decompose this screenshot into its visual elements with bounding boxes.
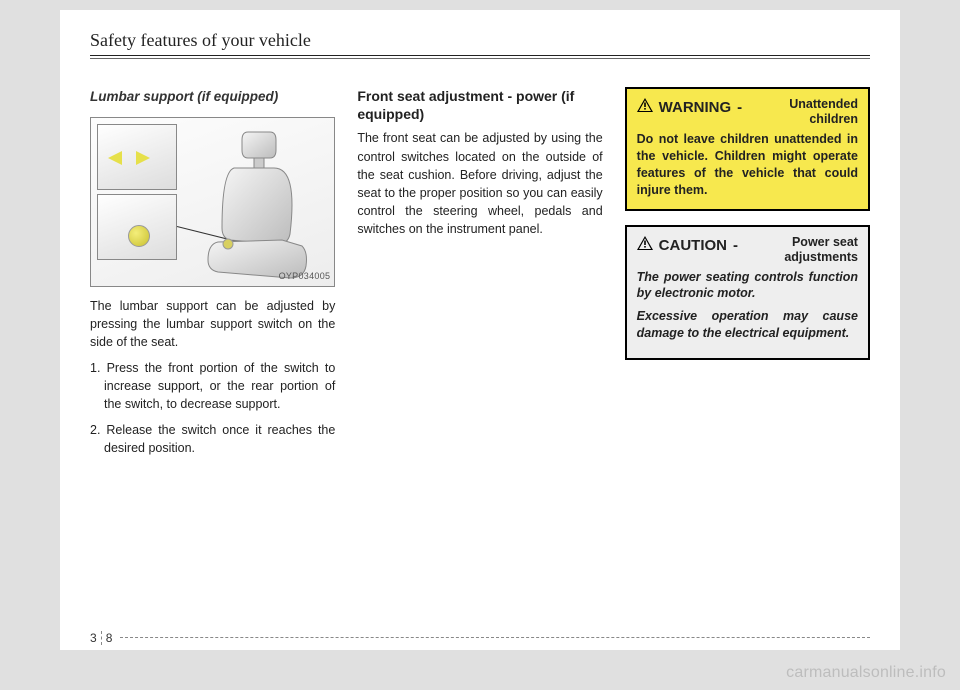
- seat-illustration: [188, 124, 328, 282]
- footer-section: 3: [90, 631, 97, 645]
- footer-page: 8: [106, 631, 113, 645]
- figure-inset-bottom: [97, 194, 177, 260]
- column-2: Front seat adjustment - power (if equipp…: [357, 87, 602, 466]
- caution-body-1: The power seating controls function by e…: [637, 269, 858, 303]
- warning-title: WARNING - Unattended children: [637, 97, 858, 127]
- footer-rule: [120, 637, 870, 638]
- warning-body: Do not leave children unattended in the …: [637, 131, 858, 199]
- lumbar-steps: 1. Press the front portion of the switch…: [90, 359, 335, 458]
- content-columns: Lumbar support (if equipped): [90, 87, 870, 466]
- arrow-left-icon: [108, 151, 122, 165]
- lumbar-knob-icon: [128, 225, 150, 247]
- arrow-right-icon: [136, 151, 150, 165]
- warning-dash: -: [737, 97, 742, 119]
- power-seat-para: The front seat can be adjusted by using …: [357, 129, 602, 238]
- warning-subtitle: Unattended children: [748, 97, 858, 127]
- caution-title: CAUTION - Power seat adjustments: [637, 235, 858, 265]
- caution-dash: -: [733, 235, 738, 257]
- figure-inset-top: [97, 124, 177, 190]
- warning-label: WARNING: [659, 97, 732, 119]
- caution-body-2: Excessive operation may cause damage to …: [637, 308, 858, 342]
- column-1: Lumbar support (if equipped): [90, 87, 335, 466]
- caution-label: CAUTION: [659, 235, 727, 257]
- page-header: Safety features of your vehicle: [90, 30, 870, 56]
- lumbar-step-1: 1. Press the front portion of the switch…: [90, 359, 335, 413]
- header-rule: [90, 58, 870, 59]
- caution-box: CAUTION - Power seat adjustments The pow…: [625, 225, 870, 361]
- footer-separator: [101, 631, 102, 645]
- warning-triangle-icon: [637, 98, 653, 112]
- page-footer: 3 8: [90, 637, 870, 638]
- lumbar-subheading: Lumbar support (if equipped): [90, 87, 335, 107]
- lumbar-figure: OYP034005: [90, 117, 335, 287]
- lumbar-para: The lumbar support can be adjusted by pr…: [90, 297, 335, 351]
- watermark: carmanualsonline.info: [786, 664, 946, 682]
- power-seat-subheading: Front seat adjustment - power (if equipp…: [357, 87, 602, 123]
- caution-subtitle: Power seat adjustments: [744, 235, 858, 265]
- lumbar-step-2: 2. Release the switch once it reaches th…: [90, 421, 335, 457]
- footer-page-numbers: 3 8: [90, 631, 112, 645]
- figure-code: OYP034005: [279, 270, 331, 283]
- manual-page: Safety features of your vehicle Lumbar s…: [60, 10, 900, 650]
- column-3: WARNING - Unattended children Do not lea…: [625, 87, 870, 466]
- warning-box: WARNING - Unattended children Do not lea…: [625, 87, 870, 211]
- caution-triangle-icon: [637, 236, 653, 250]
